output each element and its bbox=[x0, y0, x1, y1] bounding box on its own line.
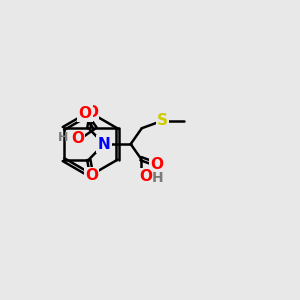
Text: H: H bbox=[58, 131, 68, 144]
Text: O: O bbox=[150, 157, 163, 172]
Text: O: O bbox=[85, 105, 98, 120]
Text: N: N bbox=[98, 136, 110, 152]
Text: O: O bbox=[85, 168, 98, 183]
Text: H: H bbox=[152, 171, 163, 185]
Text: O: O bbox=[78, 106, 92, 121]
Text: S: S bbox=[157, 113, 168, 128]
Text: O: O bbox=[139, 169, 152, 184]
Text: O: O bbox=[71, 131, 84, 146]
